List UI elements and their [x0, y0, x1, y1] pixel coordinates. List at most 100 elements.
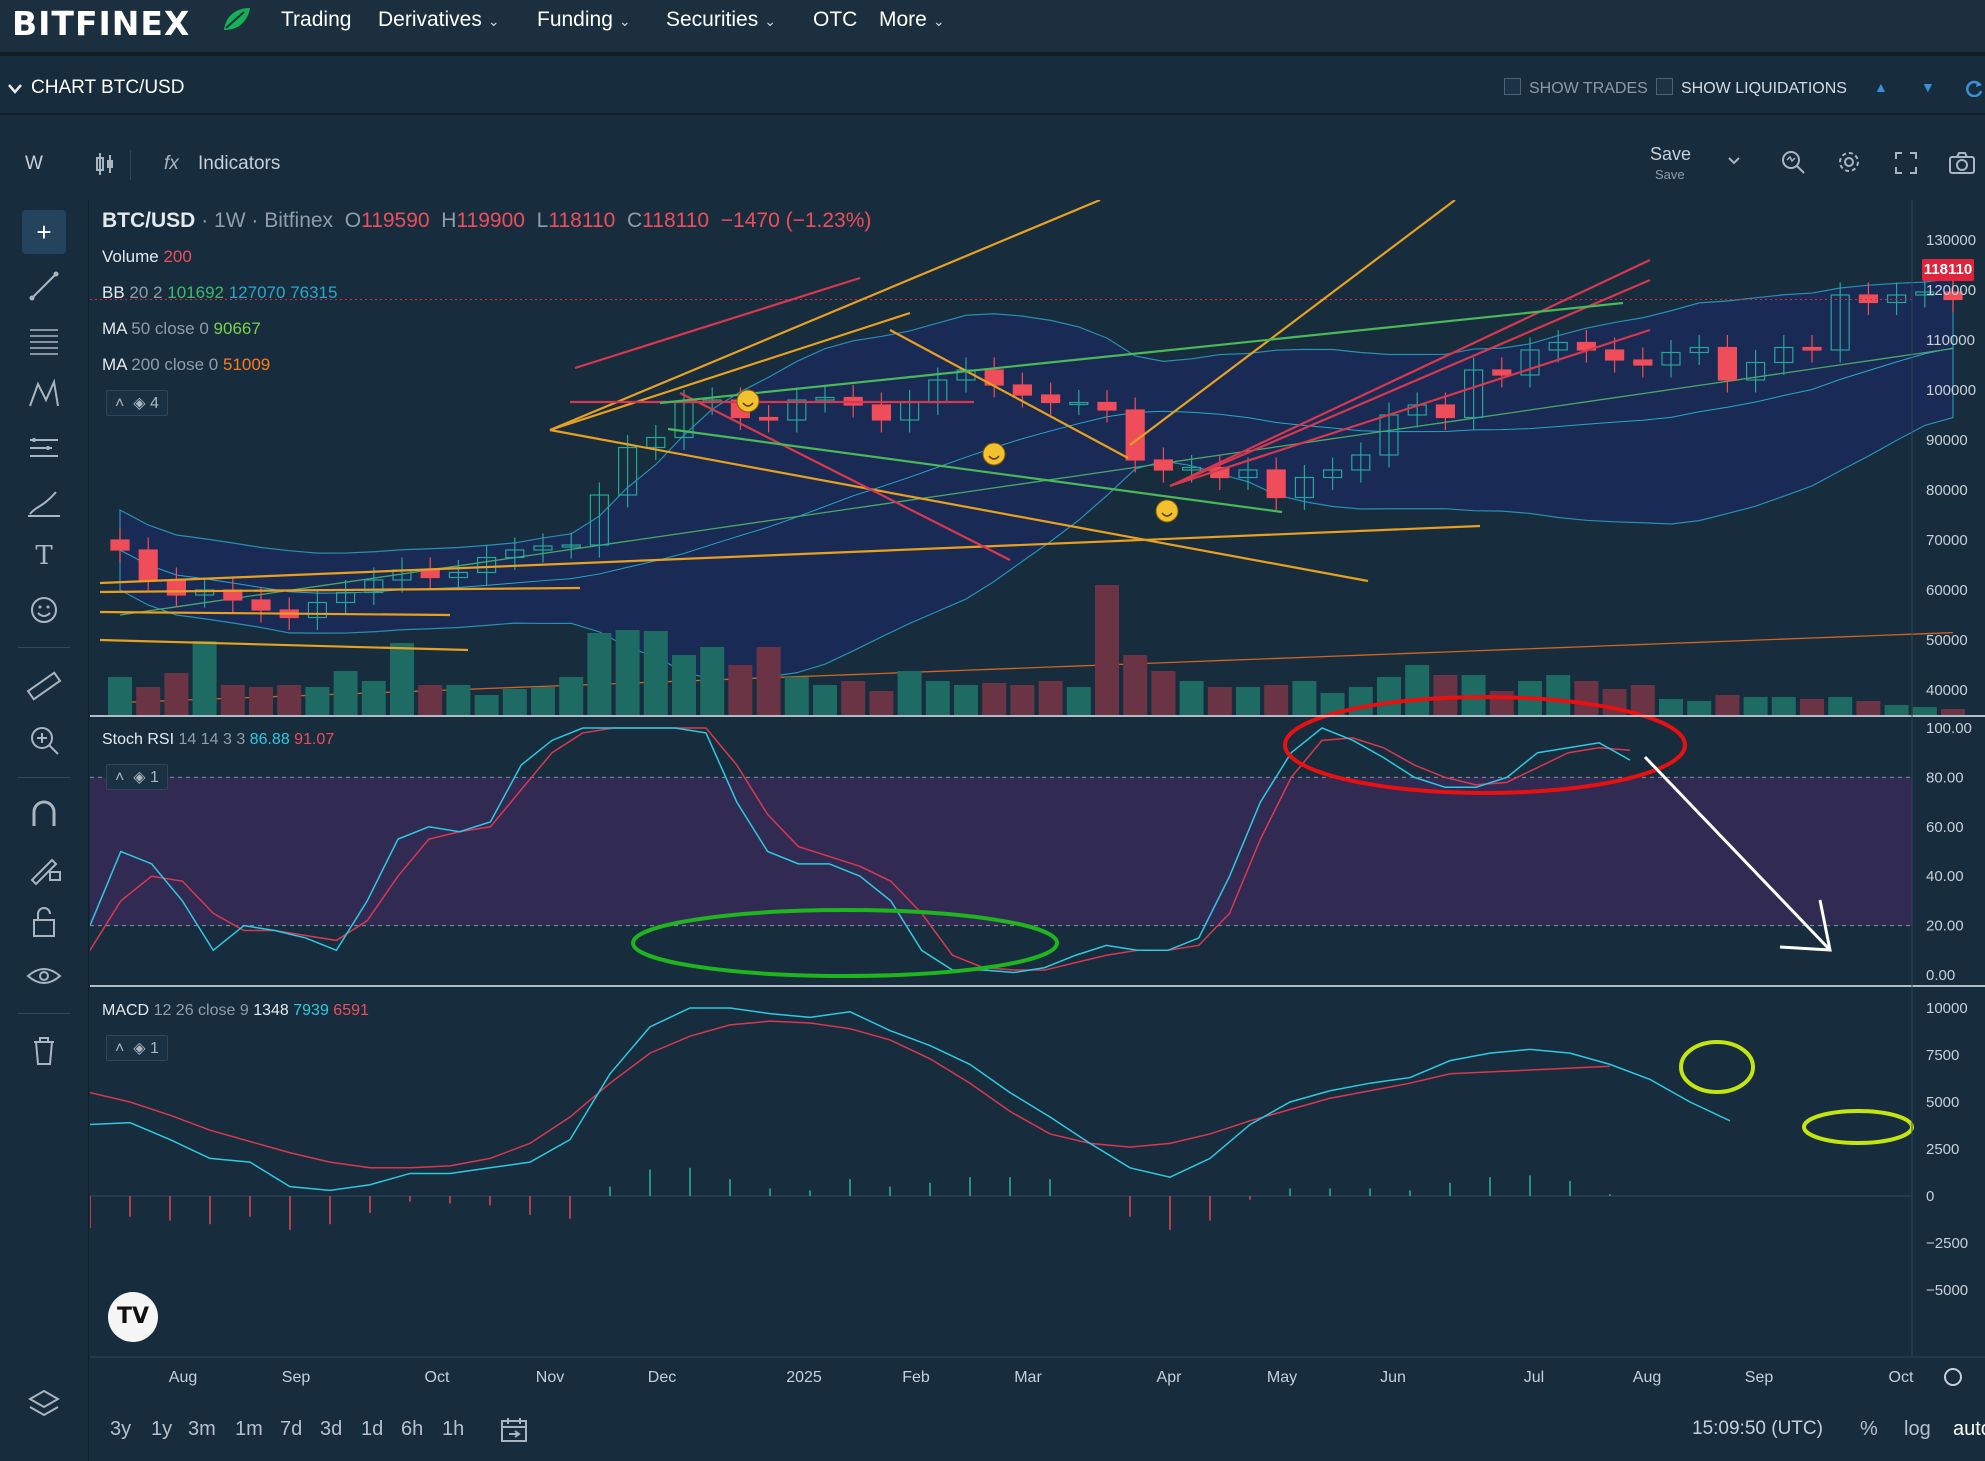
date-range-icon[interactable]: [499, 1416, 529, 1444]
save-button[interactable]: Save: [1650, 144, 1692, 164]
chevron-down-icon: ⌄: [764, 13, 776, 29]
volume-bar: [615, 630, 640, 715]
magnet-icon[interactable]: [22, 792, 66, 836]
crosshair-tool-icon[interactable]: +: [22, 210, 66, 254]
candle-body: [758, 416, 779, 421]
macd-pane[interactable]: [90, 1007, 1912, 1230]
text-tool-icon[interactable]: T: [35, 541, 53, 571]
show-liquidations-checkbox[interactable]: SHOW LIQUIDATIONS: [1656, 78, 1847, 98]
volume-bar: [1941, 709, 1965, 715]
candle-body: [1858, 294, 1879, 304]
bitfinex-logo[interactable]: BITFINEX: [12, 4, 191, 43]
ruler-measure-icon[interactable]: [22, 664, 66, 708]
log-scale-toggle[interactable]: log: [1904, 1418, 1931, 1440]
stay-in-drawing-mode-icon[interactable]: [22, 846, 66, 890]
price-axis-label: 90000: [1926, 432, 1968, 449]
timeframe-3m[interactable]: 3m: [188, 1418, 216, 1440]
volume-bar: [1123, 655, 1148, 715]
timeframe-1h[interactable]: 1h: [442, 1418, 465, 1440]
timeframe-6h[interactable]: 6h: [401, 1418, 424, 1440]
object-tree-layers-icon[interactable]: [22, 1383, 66, 1427]
emoji-tool-icon[interactable]: [22, 588, 66, 632]
fullscreen-icon[interactable]: [1894, 151, 1918, 175]
move-up-icon[interactable]: ▲: [1874, 79, 1888, 95]
candle-body: [533, 545, 553, 551]
volume-bar: [1800, 699, 1824, 715]
volume-bar: [1207, 687, 1232, 715]
candle-body: [1322, 469, 1343, 479]
timeframe-3d[interactable]: 3d: [320, 1418, 343, 1440]
layers-icon: ◈: [133, 1040, 146, 1057]
fib-retracement-tool-icon[interactable]: [22, 318, 66, 362]
time-axis-label: Nov: [536, 1369, 564, 1386]
trash-delete-icon[interactable]: [22, 1028, 66, 1072]
volume-bar: [1743, 697, 1768, 715]
stoch-rsi-legend[interactable]: Stoch RSI 14 14 3 3 86.88 91.07: [102, 731, 335, 748]
chart-plot-area[interactable]: 1300001200001100001000009000080000700006…: [90, 200, 1985, 1400]
volume-bar: [756, 647, 781, 715]
interval-selector[interactable]: W: [25, 153, 43, 174]
volume-bar: [700, 647, 725, 715]
prediction-tool-icon[interactable]: [22, 426, 66, 470]
price-pane[interactable]: [90, 200, 1985, 715]
quick-search-icon[interactable]: [1780, 149, 1806, 175]
pattern-tool-icon[interactable]: [22, 372, 66, 416]
volume-bar: [1433, 675, 1458, 715]
trend-line-drawing: [99, 586, 581, 594]
hide-drawings-eye-icon[interactable]: [22, 954, 66, 998]
move-down-icon[interactable]: ▼: [1921, 79, 1935, 95]
nav-funding[interactable]: Funding ⌄: [537, 8, 631, 31]
save-sublabel: Save: [1655, 167, 1685, 182]
stoch-axis-label: 60.00: [1926, 819, 1964, 836]
candle-body: [1943, 291, 1963, 301]
chevron-down-icon: ⌄: [487, 13, 500, 29]
candle-body: [589, 494, 609, 546]
toolbar-divider: [130, 150, 131, 180]
indicators-button[interactable]: Indicators: [198, 153, 281, 174]
refresh-icon[interactable]: [1964, 79, 1984, 97]
macd-axis-label: 5000: [1926, 1094, 1959, 1111]
legend-interval: 1W: [214, 209, 246, 232]
volume-bar: [390, 643, 414, 715]
timeframe-1d[interactable]: 1d: [361, 1418, 384, 1440]
macd-collapse[interactable]: ˄ ◈ 1: [106, 1035, 168, 1061]
candle-type-icon[interactable]: [92, 151, 118, 177]
ma50-legend[interactable]: MA 50 close 0 90667: [102, 319, 261, 338]
volume-legend[interactable]: Volume 200: [102, 247, 192, 266]
legend-change: −1470 (−1.23%): [720, 209, 872, 232]
nav-otc[interactable]: OTC: [813, 8, 858, 31]
utc-clock[interactable]: 15:09:50 (UTC): [1692, 1418, 1823, 1439]
volume-bar: [305, 687, 330, 715]
nav-trading[interactable]: Trading: [281, 8, 352, 31]
macd-legend[interactable]: MACD 12 26 close 9 1348 7939 6591: [102, 1002, 369, 1019]
nav-derivatives[interactable]: Derivatives ⌄: [378, 8, 500, 31]
time-axis-label: Aug: [169, 1369, 197, 1386]
bb-legend[interactable]: BB 20 2 101692 127070 76315: [102, 283, 338, 302]
timeframe-3y[interactable]: 3y: [110, 1418, 132, 1440]
auto-scale-toggle[interactable]: auto: [1953, 1418, 1985, 1440]
timeframe-7d[interactable]: 7d: [280, 1418, 303, 1440]
timeframe-1y[interactable]: 1y: [151, 1418, 173, 1440]
main-indicators-collapse[interactable]: ˄ ◈ 4: [106, 390, 168, 416]
show-trades-checkbox[interactable]: SHOW TRADES: [1504, 78, 1648, 98]
stoch-axis-label: 80.00: [1926, 769, 1964, 786]
settings-gear-icon[interactable]: [1836, 149, 1862, 175]
candle-body: [1915, 291, 1935, 296]
trend-line-tool-icon[interactable]: [22, 264, 66, 308]
percent-scale-toggle[interactable]: %: [1860, 1418, 1878, 1440]
tradingview-logo-icon[interactable]: TV: [108, 1292, 158, 1342]
stoch-collapse[interactable]: ˄ ◈ 1: [106, 764, 168, 790]
candle-body: [1886, 294, 1907, 304]
zoom-in-icon[interactable]: [22, 718, 66, 762]
stoch-rsi-pane[interactable]: [90, 727, 1912, 974]
nav-securities[interactable]: Securities ⌄: [666, 8, 776, 31]
timeframe-1m[interactable]: 1m: [235, 1418, 263, 1440]
brush-tool-icon[interactable]: [22, 480, 66, 524]
collapse-chevron-icon[interactable]: [7, 83, 23, 95]
lock-drawings-icon[interactable]: [22, 900, 66, 944]
nav-more[interactable]: More ⌄: [879, 8, 945, 31]
save-dropdown-chevron-icon[interactable]: [1727, 156, 1741, 166]
candle-body: [561, 544, 581, 548]
camera-snapshot-icon[interactable]: [1948, 151, 1976, 175]
ma200-legend[interactable]: MA 200 close 0 51009: [102, 355, 271, 374]
